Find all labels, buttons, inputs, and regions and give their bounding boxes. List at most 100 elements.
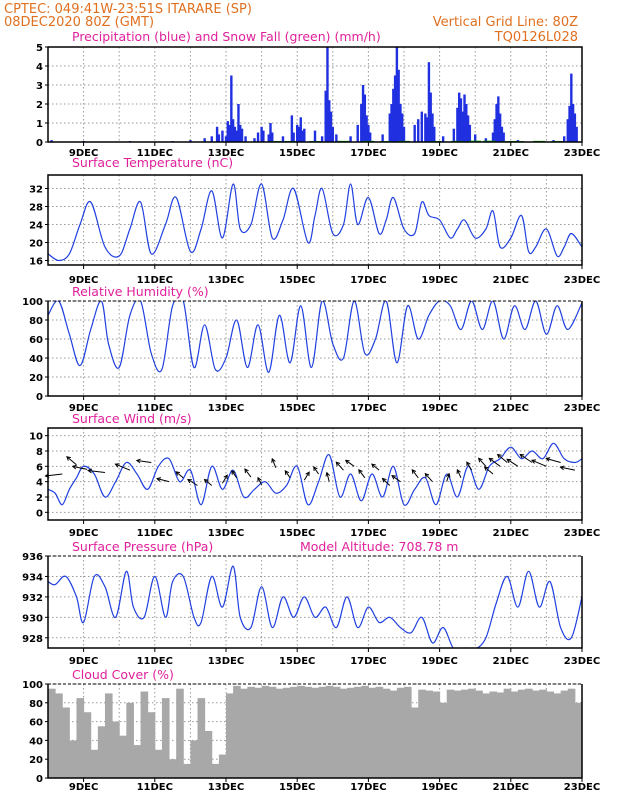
x-tick-label: 11DEC	[137, 528, 173, 539]
y-tick-label: 20	[29, 373, 43, 384]
cloud-bar	[97, 726, 106, 778]
precip-bar	[290, 115, 294, 142]
wind-arrow	[445, 472, 451, 482]
x-tick-label: 11DEC	[137, 148, 173, 159]
cloud-bar	[69, 740, 77, 778]
cloud-bar	[375, 686, 384, 778]
cloud-bar	[254, 687, 263, 778]
cloud-bar	[282, 687, 291, 778]
precip-bar	[575, 126, 578, 142]
x-tick-label: 19DEC	[421, 528, 457, 539]
cloud-bar	[304, 686, 312, 778]
x-tick-label: 15DEC	[279, 275, 315, 286]
cloud-bar	[76, 698, 85, 778]
y-tick-label: 10	[29, 432, 43, 443]
x-tick-label: 23DEC	[564, 403, 600, 414]
y-tick-label: 40	[29, 354, 43, 365]
wind-arrow	[559, 465, 575, 471]
y-tick-label: 930	[22, 613, 43, 624]
cloud-bar	[546, 691, 555, 778]
precip-bar	[413, 124, 416, 142]
precip-bar	[397, 69, 400, 142]
x-tick-label: 9DEC	[69, 148, 98, 159]
precip-bar	[363, 94, 367, 142]
cloud-bar	[325, 685, 334, 778]
x-tick-label: 23DEC	[564, 782, 600, 793]
precip-bar	[456, 107, 459, 142]
precip-bar	[388, 113, 391, 142]
precip-bar	[367, 124, 370, 142]
wind-arrow	[271, 457, 277, 469]
precip-bar	[210, 136, 213, 142]
frame	[47, 556, 583, 649]
precip-bar	[468, 124, 472, 142]
x-tick-label: 9DEC	[69, 782, 98, 793]
x-tick-label: 9DEC	[69, 403, 98, 414]
frame	[47, 684, 583, 779]
x-tick-label: 23DEC	[564, 148, 600, 159]
y-tick-label: 4	[36, 62, 43, 73]
panel-1: Surface Temperature (nC) 16 20 24 28 32 9DEC 11…	[29, 155, 600, 286]
wind-arrow	[411, 468, 419, 479]
cloud-bar	[297, 685, 305, 778]
cloud-bar	[211, 763, 220, 778]
panel-5: Cloud Cover (%) 0 20 40 60 80 100 9DEC 11DEC 13DE…	[22, 667, 600, 793]
cloud-bar	[332, 686, 341, 778]
cloud-bar	[161, 698, 170, 778]
y-tick-label: 0	[36, 508, 43, 519]
x-tick-label: 21DEC	[493, 148, 529, 159]
wind-arrow	[87, 468, 106, 474]
precip-bar	[328, 100, 331, 142]
precip-bar	[573, 113, 577, 142]
precip-bar	[570, 73, 573, 142]
precip-bar	[463, 94, 466, 142]
series-line	[48, 301, 582, 373]
panel-annotation: Model Altitude: 708.78 m	[300, 539, 458, 554]
x-tick-label: 17DEC	[350, 528, 386, 539]
frame	[47, 46, 583, 143]
cloud-bar	[261, 685, 270, 778]
precip-bar	[215, 126, 219, 142]
precip-bar	[474, 134, 477, 142]
cloud-bar	[503, 688, 512, 778]
x-tick-label: 17DEC	[350, 782, 386, 793]
panel-title: Cloud Cover (%)	[72, 667, 174, 682]
cloud-bar	[140, 691, 149, 778]
cloud-bar	[197, 698, 206, 778]
precip-bar	[441, 136, 445, 142]
y-tick-label: 32	[29, 185, 43, 196]
y-tick-label: 0	[36, 392, 43, 403]
precip-bar	[360, 104, 363, 142]
x-tick-label: 11DEC	[137, 403, 173, 414]
precip-bar	[493, 119, 496, 142]
x-tick-label: 13DEC	[208, 782, 244, 793]
precip-bar	[267, 134, 270, 142]
precip-bar	[297, 126, 301, 142]
cloud-bar	[418, 689, 426, 778]
precip-bar	[239, 124, 242, 142]
cloud-bar	[154, 749, 163, 778]
cloud-bar	[48, 688, 56, 778]
cloud-bar	[275, 688, 284, 778]
x-tick-label: 13DEC	[208, 403, 244, 414]
cloud-bar	[396, 687, 405, 778]
cloud-bar	[247, 686, 255, 778]
cloud-bar	[354, 686, 362, 778]
precip-bar	[393, 75, 397, 142]
precip-bar	[281, 136, 285, 142]
wind-arrow	[156, 477, 170, 483]
cloud-bar	[382, 688, 391, 778]
cloud-bar	[411, 707, 419, 778]
x-tick-label: 15DEC	[279, 656, 315, 667]
y-tick-label: 16	[29, 257, 43, 268]
precip-bar	[497, 96, 500, 142]
cloud-bar	[475, 690, 483, 778]
panel-title: Surface Pressure (hPa)	[72, 539, 213, 554]
precip-bar	[50, 140, 53, 142]
x-tick-label: 13DEC	[208, 656, 244, 667]
precip-bar	[233, 126, 237, 142]
cloud-bar	[339, 688, 348, 778]
precip-bar	[395, 47, 399, 142]
x-tick-label: 9DEC	[69, 656, 98, 667]
cloud-bar	[574, 702, 583, 778]
